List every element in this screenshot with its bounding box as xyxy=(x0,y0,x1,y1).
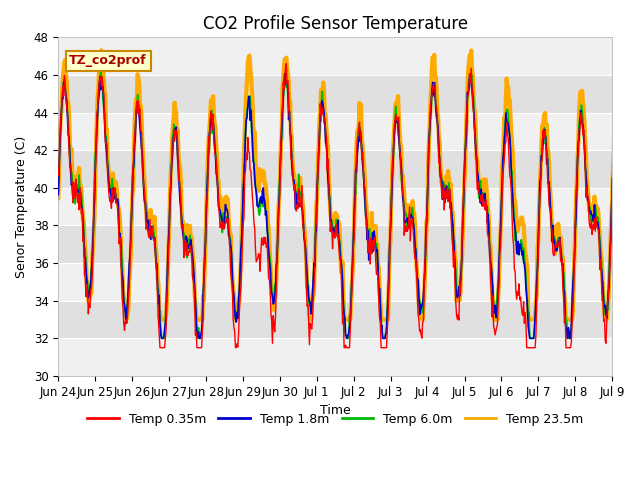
Temp 6.0m xyxy=(285,111,293,117)
Temp 23.5m xyxy=(285,102,293,108)
Bar xyxy=(58,113,612,150)
Line: Temp 6.0m: Temp 6.0m xyxy=(58,71,640,338)
Title: CO2 Profile Sensor Temperature: CO2 Profile Sensor Temperature xyxy=(203,15,468,33)
Temp 6.0m xyxy=(54,190,62,195)
Y-axis label: Senor Temperature (C): Senor Temperature (C) xyxy=(15,135,28,278)
Temp 1.8m xyxy=(233,310,241,315)
Temp 1.8m xyxy=(281,71,289,77)
Temp 23.5m xyxy=(54,196,62,202)
Bar xyxy=(58,37,612,75)
Temp 1.8m xyxy=(262,208,270,214)
Line: Temp 0.35m: Temp 0.35m xyxy=(58,64,640,348)
Bar xyxy=(58,300,612,338)
Temp 0.35m xyxy=(282,61,290,67)
Temp 1.8m xyxy=(285,108,293,114)
Temp 1.8m xyxy=(157,336,165,341)
Temp 23.5m xyxy=(123,317,131,323)
Temp 6.0m xyxy=(417,300,424,306)
Temp 23.5m xyxy=(450,236,458,242)
Temp 0.35m xyxy=(285,113,293,119)
Temp 0.35m xyxy=(156,345,164,350)
Temp 0.35m xyxy=(262,244,270,250)
Temp 0.35m xyxy=(417,327,424,333)
Bar xyxy=(58,75,612,113)
Text: TZ_co2prof: TZ_co2prof xyxy=(69,54,147,67)
Temp 6.0m xyxy=(450,240,458,246)
Temp 23.5m xyxy=(234,307,242,312)
Temp 1.8m xyxy=(417,301,424,307)
Temp 6.0m xyxy=(234,308,242,313)
Temp 1.8m xyxy=(450,234,458,240)
Temp 6.0m xyxy=(97,68,104,73)
Bar xyxy=(58,226,612,263)
Line: Temp 23.5m: Temp 23.5m xyxy=(58,50,640,320)
Temp 6.0m xyxy=(263,220,271,226)
Bar xyxy=(58,263,612,300)
X-axis label: Time: Time xyxy=(320,404,351,417)
Temp 1.8m xyxy=(54,192,62,198)
Temp 1.8m xyxy=(124,300,131,306)
Temp 23.5m xyxy=(417,311,424,316)
Bar xyxy=(58,338,612,376)
Temp 0.35m xyxy=(54,172,62,178)
Temp 6.0m xyxy=(125,288,132,293)
Bar xyxy=(58,188,612,226)
Temp 0.35m xyxy=(450,264,458,270)
Line: Temp 1.8m: Temp 1.8m xyxy=(58,74,640,338)
Bar xyxy=(58,150,612,188)
Temp 23.5m xyxy=(97,48,105,53)
Temp 23.5m xyxy=(263,198,271,204)
Temp 6.0m xyxy=(159,336,166,341)
Temp 0.35m xyxy=(233,341,241,347)
Legend: Temp 0.35m, Temp 1.8m, Temp 6.0m, Temp 23.5m: Temp 0.35m, Temp 1.8m, Temp 6.0m, Temp 2… xyxy=(83,408,588,431)
Temp 23.5m xyxy=(125,279,133,285)
Temp 0.35m xyxy=(124,312,131,318)
